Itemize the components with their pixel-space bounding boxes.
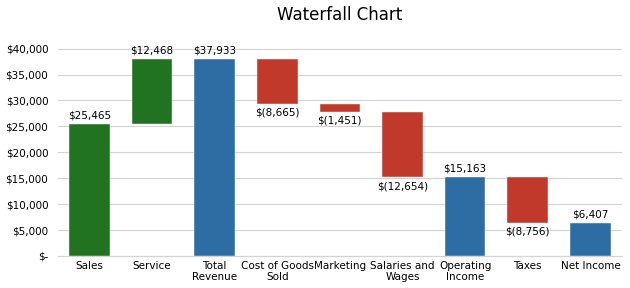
Text: $(1,451): $(1,451)	[318, 115, 362, 125]
Bar	[319, 104, 360, 112]
Text: $15,163: $15,163	[444, 164, 487, 174]
Text: $(8,756): $(8,756)	[505, 226, 550, 236]
Text: $12,468: $12,468	[130, 46, 173, 56]
Text: $25,465: $25,465	[68, 110, 111, 120]
Text: $37,933: $37,933	[193, 46, 236, 56]
Text: $6,407: $6,407	[572, 209, 609, 219]
Bar	[507, 177, 548, 223]
Bar	[194, 59, 235, 256]
Bar	[257, 59, 297, 104]
Bar	[69, 124, 110, 256]
Bar	[570, 223, 610, 256]
Text: $(12,654): $(12,654)	[377, 181, 428, 191]
Text: $(8,665): $(8,665)	[255, 108, 299, 118]
Bar	[132, 59, 173, 124]
Bar	[445, 177, 486, 256]
Bar	[382, 112, 423, 177]
Title: Waterfall Chart: Waterfall Chart	[277, 5, 403, 24]
